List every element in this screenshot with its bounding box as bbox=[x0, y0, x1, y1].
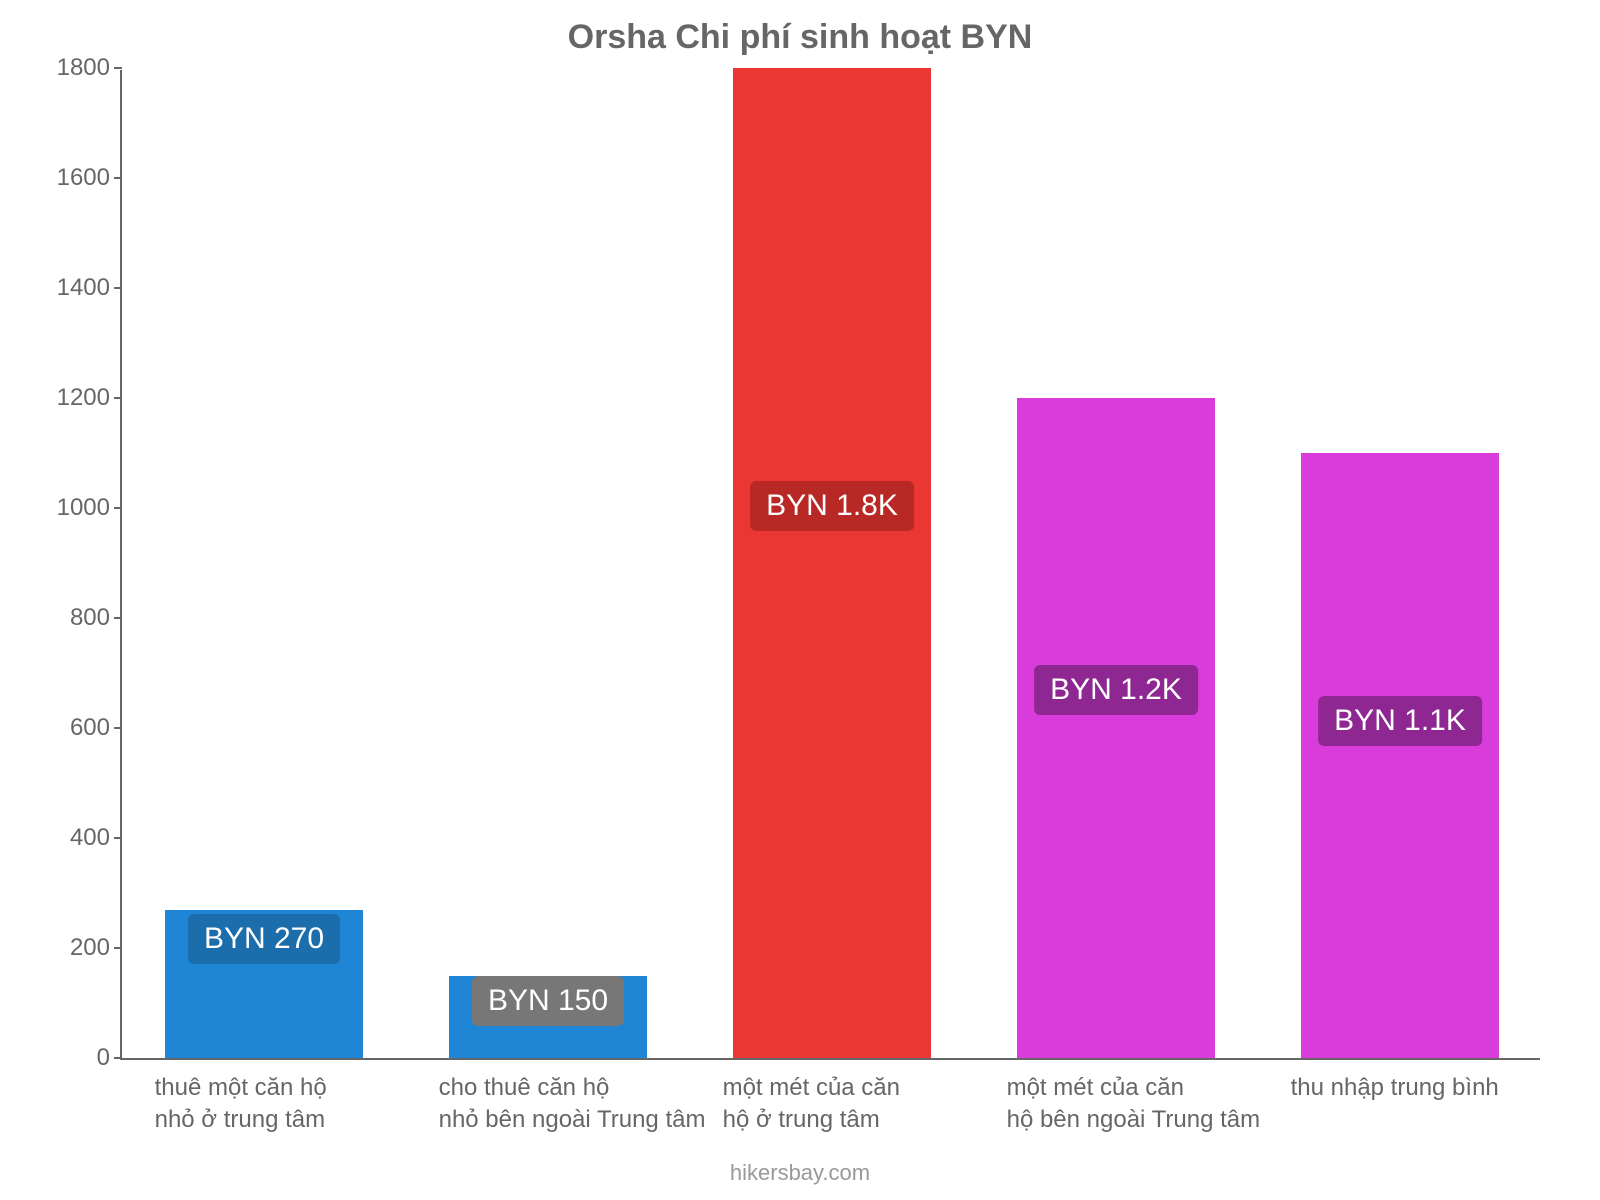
value-badge-rent_small_center: BYN 270 bbox=[188, 914, 340, 964]
x-label-line1: cho thuê căn hộ bbox=[439, 1072, 759, 1104]
y-tick-label: 200 bbox=[70, 934, 110, 962]
bar-price_m2_outside bbox=[1017, 398, 1216, 1058]
y-tick-mark bbox=[114, 837, 122, 839]
y-tick-label: 600 bbox=[70, 714, 110, 742]
y-tick-label: 400 bbox=[70, 824, 110, 852]
y-tick-label: 0 bbox=[97, 1044, 110, 1072]
y-tick-label: 1400 bbox=[57, 274, 110, 302]
chart-footer: hikersbay.com bbox=[0, 1160, 1600, 1186]
value-badge-price_m2_center: BYN 1.8K bbox=[750, 481, 914, 531]
y-tick-mark bbox=[114, 947, 122, 949]
x-label-line1: một mét của căn bbox=[1007, 1072, 1327, 1104]
y-tick-label: 1800 bbox=[57, 54, 110, 82]
x-label-avg_income: thu nhập trung bình bbox=[1291, 1058, 1600, 1104]
plot-area: 020040060080010001200140016001800BYN 270… bbox=[120, 70, 1540, 1060]
x-label-price_m2_outside: một mét của cănhộ bên ngoài Trung tâm bbox=[1007, 1058, 1327, 1137]
x-label-line2: hộ ở trung tâm bbox=[723, 1104, 1043, 1136]
x-label-rent_small_outside: cho thuê căn hộnhỏ bên ngoài Trung tâm bbox=[439, 1058, 759, 1137]
x-label-line1: thu nhập trung bình bbox=[1291, 1072, 1600, 1104]
chart-title: Orsha Chi phí sinh hoạt BYN bbox=[0, 18, 1600, 57]
x-label-line2: hộ bên ngoài Trung tâm bbox=[1007, 1104, 1327, 1136]
y-tick-mark bbox=[114, 177, 122, 179]
x-label-line1: thuê một căn hộ bbox=[155, 1072, 475, 1104]
y-tick-label: 1000 bbox=[57, 494, 110, 522]
value-badge-avg_income: BYN 1.1K bbox=[1318, 696, 1482, 746]
x-label-rent_small_center: thuê một căn hộnhỏ ở trung tâm bbox=[155, 1058, 475, 1137]
y-tick-mark bbox=[114, 727, 122, 729]
x-label-line1: một mét của căn bbox=[723, 1072, 1043, 1104]
x-label-price_m2_center: một mét của cănhộ ở trung tâm bbox=[723, 1058, 1043, 1137]
value-badge-rent_small_outside: BYN 150 bbox=[472, 976, 624, 1026]
y-tick-label: 800 bbox=[70, 604, 110, 632]
x-label-line2: nhỏ ở trung tâm bbox=[155, 1104, 475, 1136]
y-tick-mark bbox=[114, 287, 122, 289]
chart-container: Orsha Chi phí sinh hoạt BYN 020040060080… bbox=[0, 0, 1600, 1200]
y-tick-mark bbox=[114, 507, 122, 509]
x-label-line2: nhỏ bên ngoài Trung tâm bbox=[439, 1104, 759, 1136]
y-tick-mark bbox=[114, 397, 122, 399]
y-tick-mark bbox=[114, 617, 122, 619]
y-tick-mark bbox=[114, 67, 122, 69]
y-tick-label: 1600 bbox=[57, 164, 110, 192]
bar-avg_income bbox=[1301, 453, 1500, 1058]
value-badge-price_m2_outside: BYN 1.2K bbox=[1034, 665, 1198, 715]
bar-price_m2_center bbox=[733, 68, 932, 1058]
y-tick-mark bbox=[114, 1057, 122, 1059]
y-tick-label: 1200 bbox=[57, 384, 110, 412]
